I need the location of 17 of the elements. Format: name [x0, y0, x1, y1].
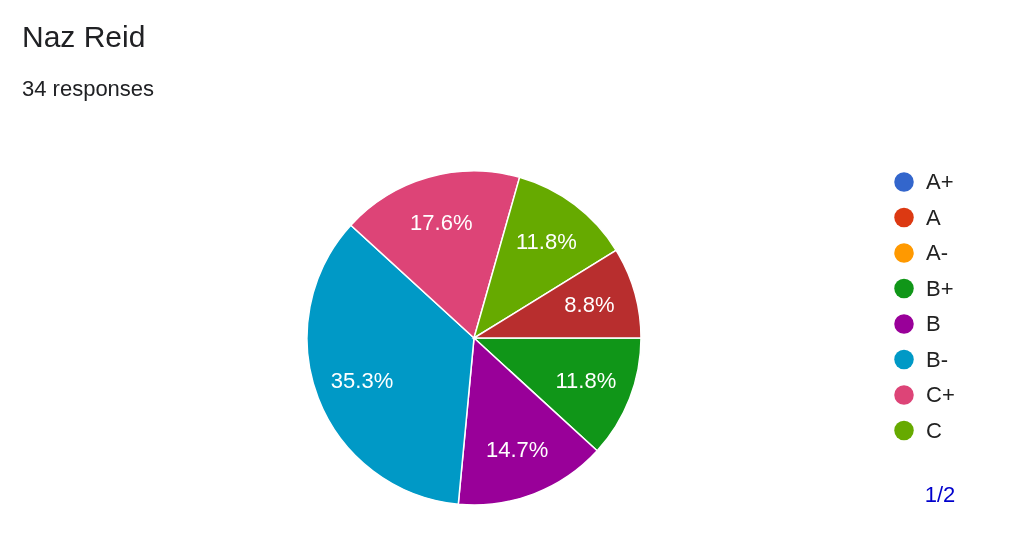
data-label: 11.8% — [515, 229, 577, 255]
legend-label: B+ — [926, 275, 954, 301]
data-label: 8.8% — [564, 292, 615, 318]
data-label: 17.6% — [410, 209, 473, 235]
legend-label: A- — [926, 240, 948, 265]
legend-label: A+ — [926, 169, 954, 194]
legend-label: B — [926, 311, 941, 336]
data-label: 35.3% — [330, 368, 394, 394]
legend-label: B- — [926, 346, 948, 372]
legend-label: A — [926, 204, 941, 230]
text: 1/2 — [924, 482, 956, 507]
chart-title: Naz Reid — [22, 20, 146, 53]
data-label: 11.8% — [555, 368, 617, 394]
legend-label: C+ — [926, 382, 955, 407]
legend-label: C — [926, 417, 942, 443]
data-label: 14.7% — [485, 436, 549, 462]
text: 34 responses — [22, 76, 155, 101]
